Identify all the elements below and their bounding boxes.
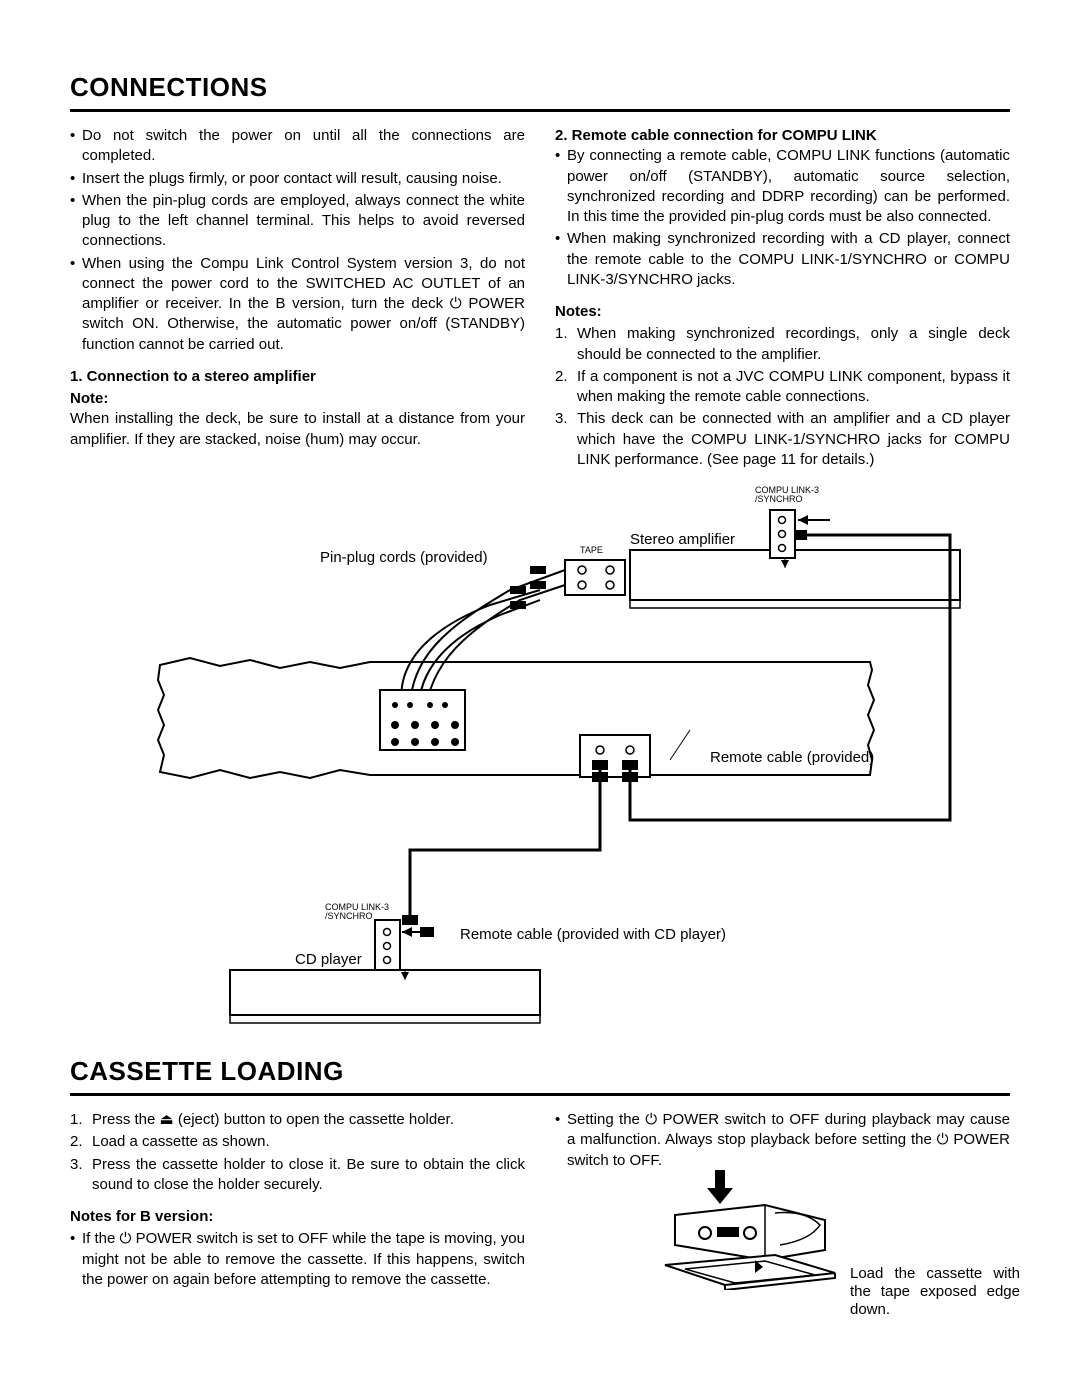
cassette-right-bullets: Setting the ⏻ POWER switch to OFF during… — [555, 1110, 1010, 1171]
connections-columns: Do not switch the power on until all the… — [70, 126, 1010, 472]
compu-link-heading: 2. Remote cable connection for COMPU LIN… — [555, 126, 1010, 146]
note-body: When installing the deck, be sure to ins… — [70, 409, 525, 450]
notes-item: When making synchronized recordings, onl… — [555, 324, 1010, 365]
cassette-columns: Press the ⏏ (eject) button to open the c… — [70, 1110, 1010, 1292]
stereo-amp-heading: 1. Connection to a stereo amplifier — [70, 367, 525, 387]
notes-item: If a component is not a JVC COMPU LINK c… — [555, 367, 1010, 408]
connections-left-col: Do not switch the power on until all the… — [70, 126, 525, 472]
notes-b-heading: Notes for B version: — [70, 1207, 525, 1227]
notes-item: This deck can be connected with an ampli… — [555, 409, 1010, 470]
cassette-heading: CASSETTE LOADING — [70, 1054, 1010, 1096]
cassette-left-col: Press the ⏏ (eject) button to open the c… — [70, 1110, 525, 1292]
connection-diagram: Pin-plug cords (provided) Stereo amplifi… — [70, 490, 1010, 1030]
bullet-item: Do not switch the power on until all the… — [70, 126, 525, 167]
bullet-item: Insert the plugs firmly, or poor contact… — [70, 169, 525, 189]
notes-label: Notes: — [555, 302, 1010, 322]
cassette-right-col: Setting the ⏻ POWER switch to OFF during… — [555, 1110, 1010, 1292]
bullet-item: Setting the ⏻ POWER switch to OFF during… — [555, 1110, 1010, 1171]
bullet-item: If the ⏻ POWER switch is set to OFF whil… — [70, 1229, 525, 1290]
bullet-item: When using the Compu Link Control System… — [70, 254, 525, 355]
diagram-label-pinplug: Pin-plug cords (provided) — [320, 548, 488, 568]
step-item: Press the cassette holder to close it. B… — [70, 1155, 525, 1196]
bullet-item: When making synchronized recording with … — [555, 229, 1010, 290]
note-label: Note: — [70, 389, 525, 409]
notes-b-list: If the ⏻ POWER switch is set to OFF whil… — [70, 1229, 525, 1290]
diagram-label-culink-bot: COMPU LINK-3 /SYNCHRO — [325, 903, 389, 921]
connections-left-bullets: Do not switch the power on until all the… — [70, 126, 525, 355]
diagram-label-culink-top: COMPU LINK-3 /SYNCHRO — [755, 486, 819, 504]
diagram-label-remote-cd: Remote cable (provided with CD player) — [460, 925, 726, 945]
diagram-label-remote: Remote cable (provided) — [710, 748, 874, 768]
cassette-steps: Press the ⏏ (eject) button to open the c… — [70, 1110, 525, 1195]
step-item: Press the ⏏ (eject) button to open the c… — [70, 1110, 525, 1130]
diagram-label-tape: TAPE — [580, 544, 603, 556]
step-item: Load a cassette as shown. — [70, 1132, 525, 1152]
cassette-caption: Load the cassette with the tape exposed … — [850, 1265, 1020, 1319]
bullet-item: By connecting a remote cable, COMPU LINK… — [555, 146, 1010, 227]
connections-right-col: 2. Remote cable connection for COMPU LIN… — [555, 126, 1010, 472]
diagram-label-amp: Stereo amplifier — [630, 530, 735, 550]
notes-list: When making synchronized recordings, onl… — [555, 324, 1010, 470]
connections-heading: CONNECTIONS — [70, 70, 1010, 112]
bullet-item: When the pin-plug cords are employed, al… — [70, 191, 525, 252]
connections-right-bullets: By connecting a remote cable, COMPU LINK… — [555, 146, 1010, 290]
diagram-label-cd: CD player — [295, 950, 362, 970]
